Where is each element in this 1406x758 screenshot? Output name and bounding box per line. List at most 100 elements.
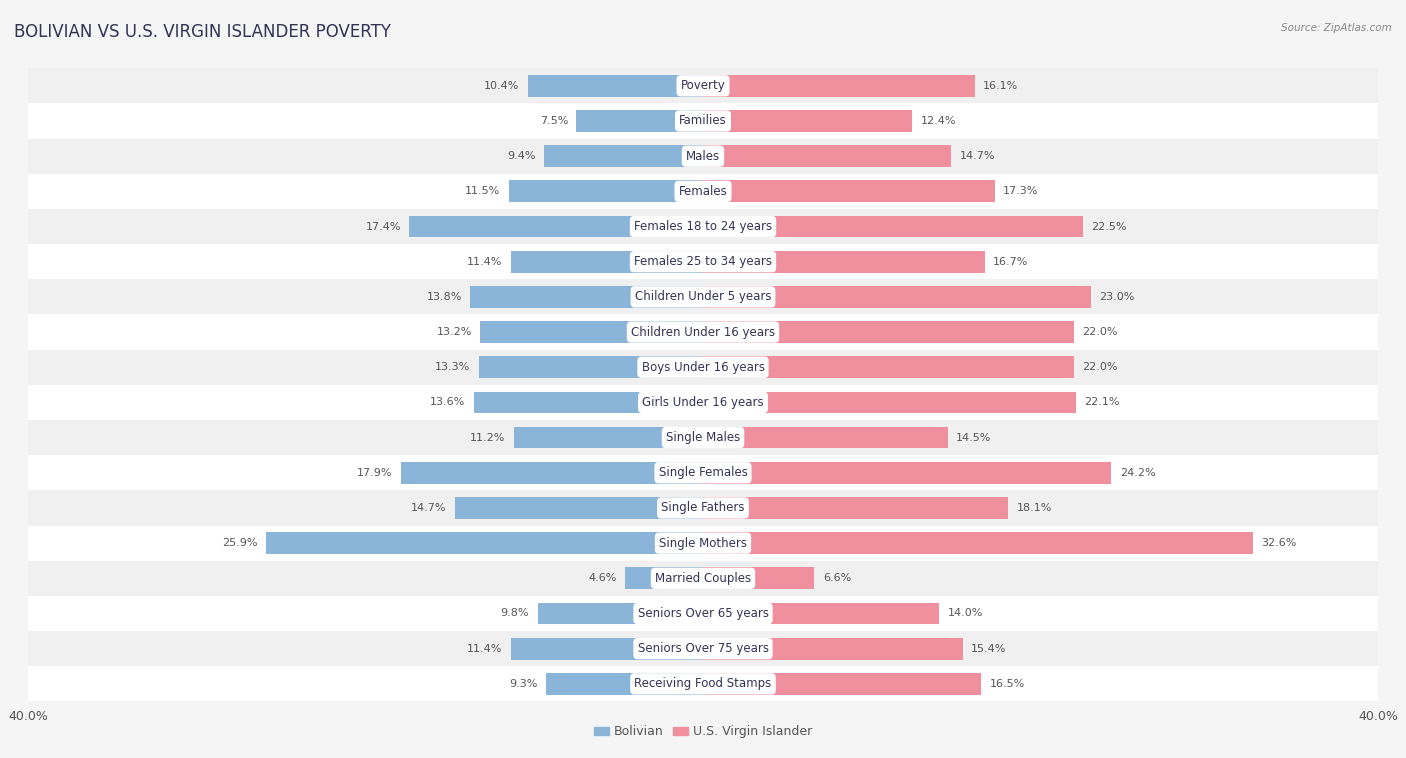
Text: Families: Families (679, 114, 727, 127)
Text: 9.4%: 9.4% (508, 151, 536, 161)
Text: Girls Under 16 years: Girls Under 16 years (643, 396, 763, 409)
Bar (703, 75, 974, 97)
Bar (703, 321, 1074, 343)
Text: Seniors Over 65 years: Seniors Over 65 years (637, 607, 769, 620)
Bar (703, 215, 1083, 237)
Text: 22.0%: 22.0% (1083, 362, 1118, 372)
Text: 4.6%: 4.6% (589, 573, 617, 584)
Text: 9.3%: 9.3% (509, 679, 537, 689)
Text: Females: Females (679, 185, 727, 198)
Text: 11.4%: 11.4% (467, 257, 502, 267)
Bar (28, 420, 1378, 455)
Bar (28, 455, 1378, 490)
Bar (28, 174, 1378, 209)
Text: 23.0%: 23.0% (1099, 292, 1135, 302)
Bar (703, 673, 981, 695)
Bar (703, 251, 984, 273)
Text: 14.7%: 14.7% (959, 151, 995, 161)
Bar (703, 356, 1074, 378)
Text: 17.9%: 17.9% (357, 468, 392, 478)
Bar (28, 349, 1378, 385)
Bar (544, 146, 703, 167)
Text: 10.4%: 10.4% (484, 81, 519, 91)
Text: 16.1%: 16.1% (983, 81, 1018, 91)
Text: Source: ZipAtlas.com: Source: ZipAtlas.com (1281, 23, 1392, 33)
Text: Single Fathers: Single Fathers (661, 502, 745, 515)
Text: 13.6%: 13.6% (430, 397, 465, 407)
Text: 24.2%: 24.2% (1119, 468, 1156, 478)
Text: Married Couples: Married Couples (655, 572, 751, 585)
Bar (515, 427, 703, 449)
Text: 6.6%: 6.6% (823, 573, 851, 584)
Bar (28, 68, 1378, 103)
Text: Children Under 16 years: Children Under 16 years (631, 325, 775, 339)
Text: Seniors Over 75 years: Seniors Over 75 years (637, 642, 769, 655)
Text: 22.5%: 22.5% (1091, 221, 1126, 231)
Text: 25.9%: 25.9% (222, 538, 257, 548)
Bar (28, 525, 1378, 561)
Text: 14.7%: 14.7% (411, 503, 447, 513)
Bar (470, 286, 703, 308)
Bar (478, 356, 703, 378)
Text: 22.0%: 22.0% (1083, 327, 1118, 337)
Bar (510, 251, 703, 273)
Text: 14.0%: 14.0% (948, 609, 983, 619)
Bar (28, 315, 1378, 349)
Bar (703, 146, 950, 167)
Bar (474, 391, 703, 413)
Bar (28, 139, 1378, 174)
Text: Children Under 5 years: Children Under 5 years (634, 290, 772, 303)
Bar (703, 497, 1008, 518)
Bar (703, 603, 939, 625)
Bar (703, 180, 995, 202)
Text: 22.1%: 22.1% (1084, 397, 1119, 407)
Text: 16.7%: 16.7% (993, 257, 1029, 267)
Bar (537, 603, 703, 625)
Text: Males: Males (686, 149, 720, 163)
Legend: Bolivian, U.S. Virgin Islander: Bolivian, U.S. Virgin Islander (589, 720, 817, 744)
Text: Receiving Food Stamps: Receiving Food Stamps (634, 678, 772, 691)
Text: Single Males: Single Males (666, 431, 740, 444)
Text: 9.8%: 9.8% (501, 609, 529, 619)
Text: 12.4%: 12.4% (921, 116, 956, 126)
Bar (703, 391, 1076, 413)
Bar (28, 666, 1378, 701)
Bar (546, 673, 703, 695)
Bar (510, 637, 703, 659)
Text: 15.4%: 15.4% (972, 644, 1007, 653)
Bar (703, 110, 912, 132)
Bar (28, 490, 1378, 525)
Text: 13.8%: 13.8% (426, 292, 461, 302)
Bar (509, 180, 703, 202)
Bar (527, 75, 703, 97)
Bar (576, 110, 703, 132)
Text: Poverty: Poverty (681, 80, 725, 92)
Bar (409, 215, 703, 237)
Text: 13.2%: 13.2% (436, 327, 472, 337)
Bar (266, 532, 703, 554)
Bar (28, 209, 1378, 244)
Text: Boys Under 16 years: Boys Under 16 years (641, 361, 765, 374)
Text: 32.6%: 32.6% (1261, 538, 1296, 548)
Bar (28, 279, 1378, 315)
Bar (626, 568, 703, 589)
Bar (28, 631, 1378, 666)
Text: Single Mothers: Single Mothers (659, 537, 747, 550)
Bar (28, 103, 1378, 139)
Bar (703, 286, 1091, 308)
Text: 17.4%: 17.4% (366, 221, 401, 231)
Text: 11.4%: 11.4% (467, 644, 502, 653)
Bar (456, 497, 703, 518)
Text: 13.3%: 13.3% (434, 362, 470, 372)
Text: 14.5%: 14.5% (956, 433, 991, 443)
Text: 16.5%: 16.5% (990, 679, 1025, 689)
Bar (703, 427, 948, 449)
Text: Females 25 to 34 years: Females 25 to 34 years (634, 255, 772, 268)
Text: Single Females: Single Females (658, 466, 748, 479)
Bar (703, 637, 963, 659)
Bar (703, 532, 1253, 554)
Text: BOLIVIAN VS U.S. VIRGIN ISLANDER POVERTY: BOLIVIAN VS U.S. VIRGIN ISLANDER POVERTY (14, 23, 391, 41)
Text: Females 18 to 24 years: Females 18 to 24 years (634, 220, 772, 233)
Text: 17.3%: 17.3% (1004, 186, 1039, 196)
Text: 7.5%: 7.5% (540, 116, 568, 126)
